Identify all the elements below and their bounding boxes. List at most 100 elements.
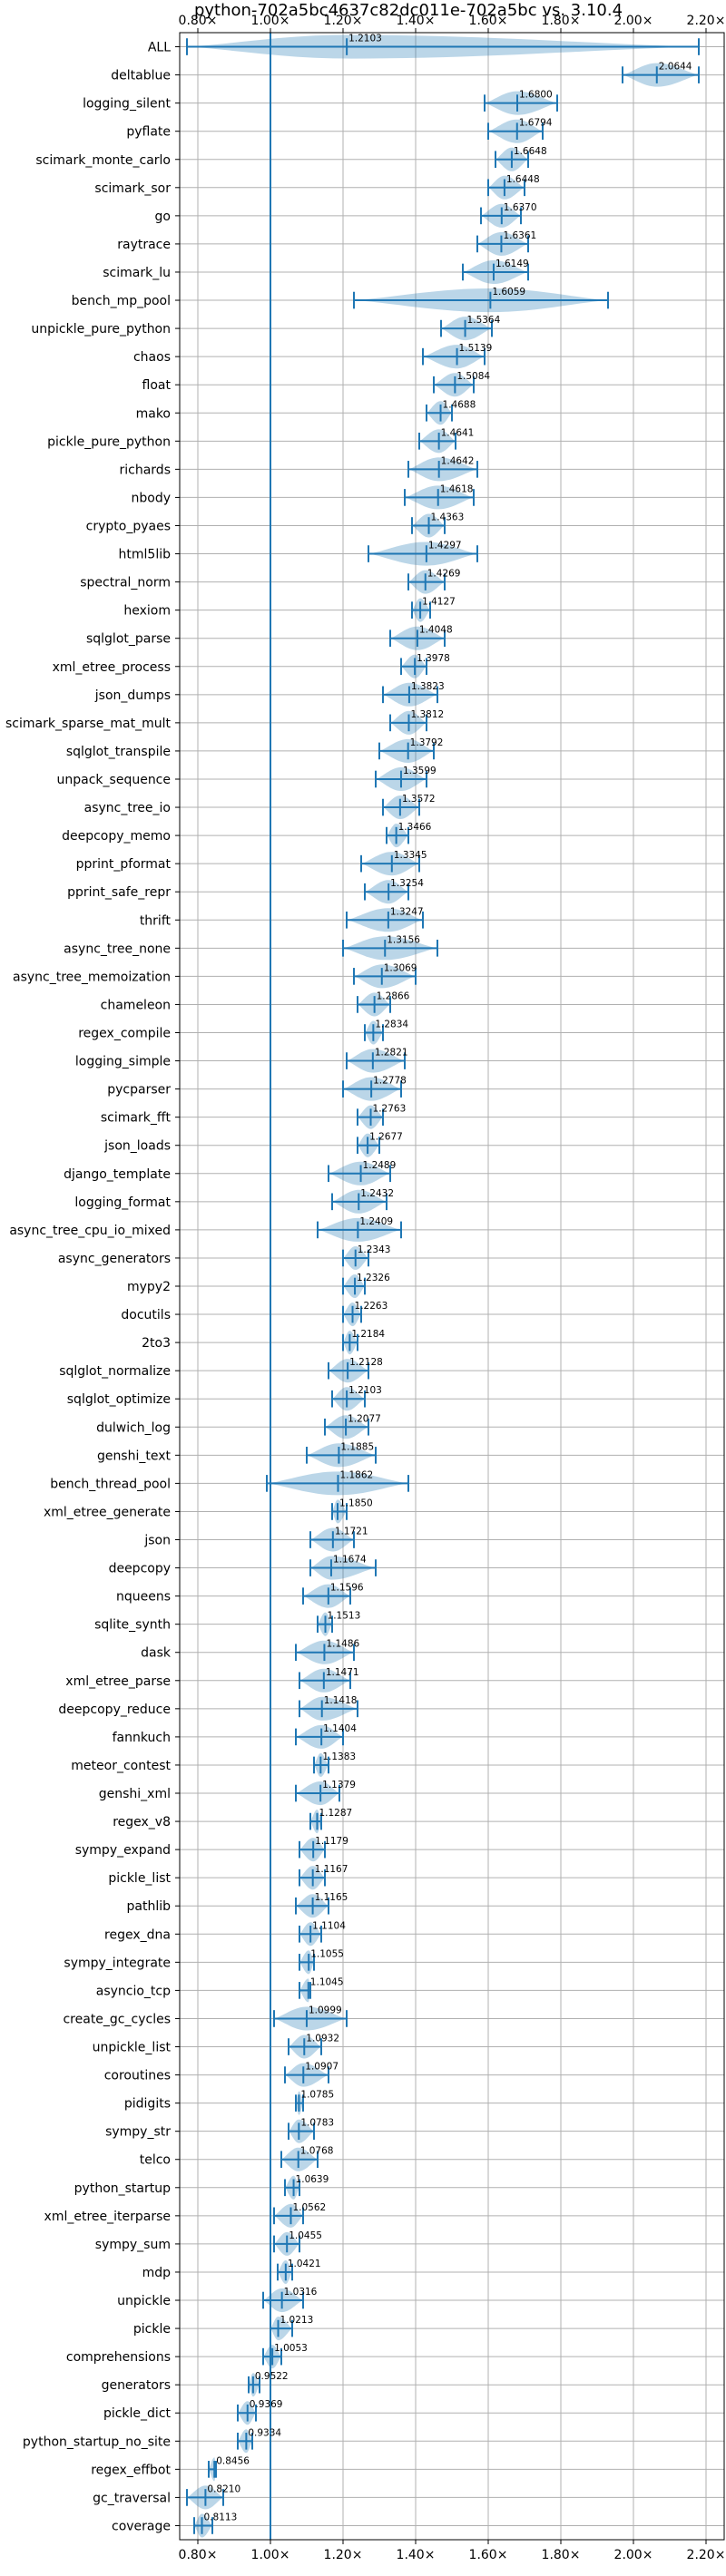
category-label: bench_thread_pool: [50, 1477, 171, 1491]
value-label: 1.2263: [355, 1301, 388, 1312]
category-label: dulwich_log: [96, 1420, 171, 1435]
category-label: chameleon: [101, 998, 171, 1012]
category-label: json_dumps: [94, 688, 171, 703]
value-label: 1.3978: [417, 653, 450, 664]
category-label: deepcopy_memo: [62, 829, 171, 844]
category-label: scimark_fft: [101, 1111, 172, 1126]
x-tick-label: 1.60×: [469, 14, 508, 28]
value-label: 1.0562: [292, 2202, 326, 2213]
category-label: scimark_sor: [94, 181, 171, 196]
value-label: 1.0316: [284, 2287, 318, 2298]
category-label: async_tree_io: [84, 801, 171, 815]
value-label: 1.4363: [431, 512, 465, 522]
category-label: sqlglot_parse: [86, 632, 171, 647]
value-label: 1.0907: [305, 2062, 338, 2073]
category-label: regex_compile: [78, 1026, 171, 1040]
value-label: 1.2077: [348, 1413, 381, 1424]
value-label: 1.1379: [322, 1780, 356, 1791]
value-label: 1.0768: [300, 2146, 334, 2157]
value-label: 1.2103: [348, 1385, 382, 1396]
x-tick-label: 1.20×: [324, 2548, 363, 2562]
value-label: 0.8113: [204, 2512, 238, 2522]
value-label: 1.2432: [360, 1188, 394, 1199]
x-tick-label: 1.80×: [542, 2548, 581, 2562]
category-label: nqueens: [116, 1590, 171, 1605]
value-label: 1.0053: [274, 2343, 308, 2354]
value-label: 1.1885: [340, 1441, 374, 1452]
category-label: bench_mp_pool: [72, 294, 171, 308]
x-tick-label: 1.20×: [324, 14, 363, 28]
category-label: 2to3: [142, 1336, 171, 1351]
value-label: 1.5084: [456, 371, 490, 382]
value-label-layer: 1.2103 2.0644 1.6800 1.6794 1.6648 1.6448 1.63…: [204, 34, 692, 2523]
category-label: sqlglot_normalize: [59, 1364, 171, 1379]
x-tick-label: 1.00×: [251, 14, 290, 28]
value-label: 1.1104: [312, 1920, 346, 1931]
category-label: go: [155, 210, 171, 224]
category-label: pycparser: [107, 1083, 171, 1098]
category-label: sympy_expand: [75, 1843, 171, 1858]
category-label: mako: [136, 406, 171, 421]
category-label: python_startup: [74, 2181, 171, 2196]
category-label: regex_v8: [113, 1815, 171, 1830]
category-label: regex_dna: [104, 1927, 171, 1942]
x-tick-label: 1.40×: [397, 2548, 436, 2562]
value-label: 0.9369: [250, 2399, 283, 2410]
value-label: 1.1179: [315, 1836, 348, 1847]
value-label: 1.2128: [349, 1357, 383, 1368]
value-label: 1.1862: [339, 1469, 373, 1480]
x-tick-label: 2.00×: [614, 2548, 653, 2562]
category-label: html5lib: [119, 548, 172, 562]
category-label: genshi_xml: [99, 1787, 171, 1801]
category-label: meteor_contest: [71, 1759, 171, 1773]
category-label: xml_etree_process: [53, 660, 171, 675]
value-label: 1.5139: [459, 343, 493, 354]
value-label: 1.2326: [357, 1273, 390, 1283]
value-label: 1.0785: [300, 2090, 334, 2101]
value-label: 1.1055: [310, 1948, 344, 1959]
value-label: 1.1167: [315, 1864, 348, 1875]
value-label: 1.1850: [339, 1498, 373, 1508]
value-label: 1.4688: [443, 399, 476, 410]
value-label: 1.6648: [514, 146, 547, 157]
value-label: 0.9522: [255, 2371, 289, 2382]
value-label: 1.2343: [358, 1244, 391, 1255]
value-label: 1.0455: [289, 2230, 322, 2241]
value-label: 1.6149: [495, 259, 529, 269]
x-tick-label: 2.00×: [614, 14, 653, 28]
value-label: 1.2834: [375, 1019, 408, 1029]
value-label: 0.8456: [216, 2455, 250, 2466]
category-label: sympy_sum: [95, 2238, 171, 2252]
value-label: 1.3792: [410, 737, 444, 748]
value-label: 0.9334: [248, 2427, 281, 2438]
value-label: 1.3823: [411, 681, 445, 692]
value-label: 2.0644: [659, 62, 692, 73]
value-label: 1.2409: [359, 1216, 393, 1227]
category-label: raytrace: [117, 238, 171, 252]
category-label: xml_etree_iterparse: [44, 2210, 171, 2224]
value-label: 1.0932: [306, 2034, 339, 2044]
category-label: pickle_dict: [103, 2406, 172, 2421]
category-label: deltablue: [111, 69, 171, 83]
value-label: 1.1287: [319, 1808, 352, 1819]
value-label: 1.1513: [328, 1611, 361, 1622]
category-label: logging_silent: [83, 97, 171, 112]
category-label: dask: [141, 1646, 172, 1661]
value-label: 1.0783: [300, 2118, 334, 2129]
category-label: docutils: [121, 1308, 171, 1322]
value-label: 1.3254: [390, 878, 424, 889]
category-label: fannkuch: [113, 1731, 171, 1745]
value-label: 1.2866: [377, 990, 410, 1001]
chart-title: python-702a5bc4637c82dc011e-702a5bc vs. …: [194, 1, 623, 20]
category-label: coroutines: [104, 2069, 171, 2083]
x-tick-label: 2.20×: [687, 14, 726, 28]
value-label: 1.1596: [330, 1583, 364, 1594]
value-label: 1.3247: [390, 906, 424, 917]
x-tick-labels-bottom: 0.80× 1.00× 1.20× 1.40× 1.60× 1.80× 2.00× 2.20×: [179, 2548, 726, 2562]
category-label: scimark_sparse_mat_mult: [5, 717, 171, 731]
value-label: 1.4048: [419, 625, 453, 636]
value-label: 1.3466: [398, 822, 432, 833]
category-label: pprint_safe_repr: [67, 885, 171, 900]
